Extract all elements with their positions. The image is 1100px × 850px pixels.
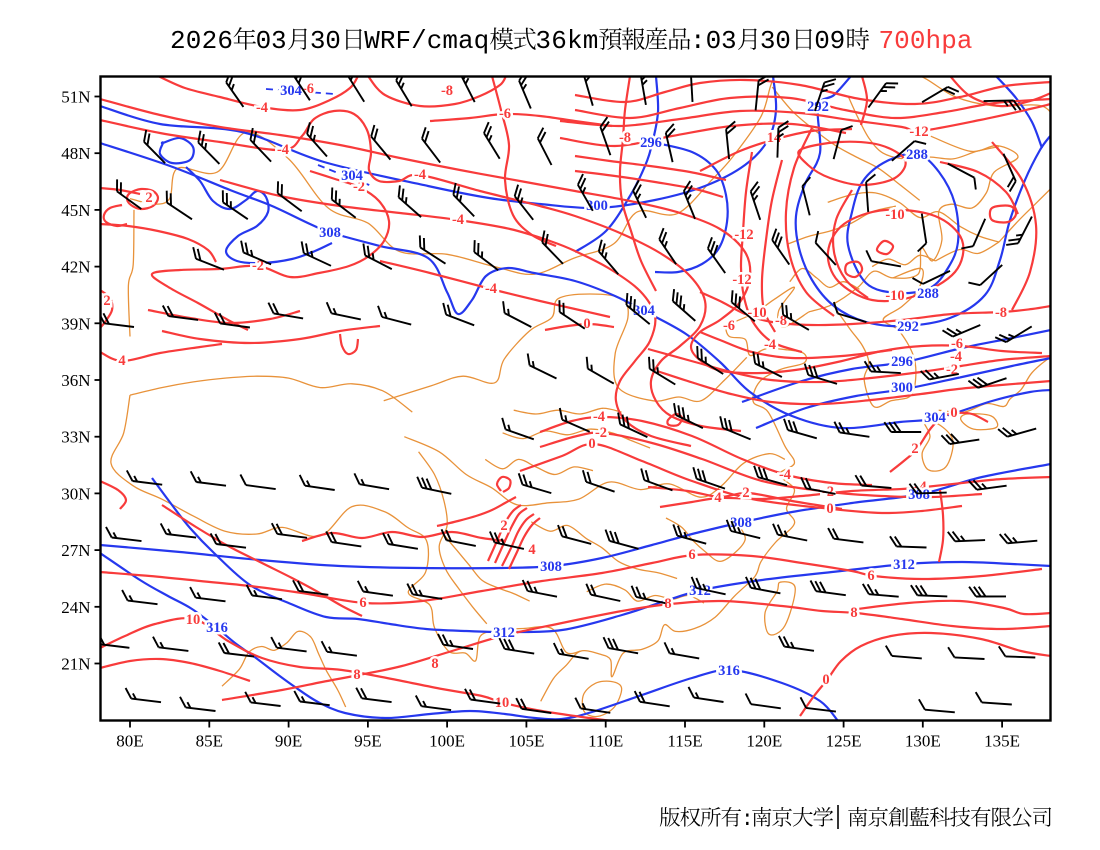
svg-text:316: 316 <box>206 620 228 636</box>
svg-text:36N: 36N <box>61 371 90 390</box>
svg-text:51N: 51N <box>61 88 90 107</box>
svg-text:2026: 2026 <box>170 26 233 56</box>
svg-text:288: 288 <box>917 286 939 302</box>
svg-text:288: 288 <box>906 147 928 163</box>
svg-text:-10: -10 <box>885 288 904 304</box>
svg-text:33N: 33N <box>61 428 90 447</box>
svg-text:-6: -6 <box>499 106 511 122</box>
svg-text:42N: 42N <box>61 258 90 277</box>
svg-text:304: 304 <box>341 168 363 184</box>
svg-text:130E: 130E <box>905 732 941 751</box>
svg-text:-4: -4 <box>414 167 426 183</box>
svg-text:0: 0 <box>950 405 957 421</box>
svg-text:30N: 30N <box>61 484 90 503</box>
svg-text:-8: -8 <box>619 130 631 146</box>
svg-text:120E: 120E <box>746 732 782 751</box>
svg-text:-4: -4 <box>779 467 791 483</box>
svg-text:24N: 24N <box>61 598 90 617</box>
svg-text:-8: -8 <box>995 305 1007 321</box>
svg-text:0: 0 <box>822 672 829 688</box>
svg-text:115E: 115E <box>667 732 702 751</box>
svg-text:4: 4 <box>118 353 125 369</box>
svg-text:304: 304 <box>633 303 655 319</box>
svg-text:8: 8 <box>664 596 671 612</box>
svg-text:-4: -4 <box>764 337 776 353</box>
svg-text:-4: -4 <box>277 142 289 158</box>
svg-text:8: 8 <box>431 656 438 672</box>
svg-text:90E: 90E <box>275 732 302 751</box>
svg-text:2: 2 <box>145 190 152 206</box>
svg-text:WRF/cmaq: WRF/cmaq <box>364 26 489 56</box>
svg-text:10: 10 <box>186 612 201 628</box>
svg-text:-2: -2 <box>353 179 365 195</box>
svg-text:125E: 125E <box>826 732 862 751</box>
svg-text:2: 2 <box>911 441 918 457</box>
svg-text:6: 6 <box>359 595 366 611</box>
svg-text:2: 2 <box>742 485 749 501</box>
svg-text:-4: -4 <box>485 281 497 297</box>
svg-text:316: 316 <box>718 663 740 679</box>
svg-text:105E: 105E <box>508 732 544 751</box>
svg-text:-4: -4 <box>256 100 268 116</box>
svg-text:-2: -2 <box>595 425 607 441</box>
svg-text:85E: 85E <box>196 732 223 751</box>
svg-text:0: 0 <box>583 316 590 332</box>
svg-text:-10: -10 <box>885 207 904 223</box>
svg-text:700hpa: 700hpa <box>879 26 973 56</box>
svg-text:-6: -6 <box>302 81 314 97</box>
svg-text:03: 03 <box>256 26 287 56</box>
svg-text:308: 308 <box>908 487 930 503</box>
svg-text:10: 10 <box>495 695 510 711</box>
svg-text:8: 8 <box>353 667 360 683</box>
svg-text::: : <box>690 26 706 56</box>
svg-text:6: 6 <box>688 547 695 563</box>
svg-text:39N: 39N <box>61 314 90 333</box>
svg-text:0: 0 <box>826 501 833 517</box>
svg-text:21N: 21N <box>61 655 90 674</box>
svg-text:30: 30 <box>310 26 341 56</box>
svg-text:48N: 48N <box>61 144 90 163</box>
svg-text:-12: -12 <box>732 272 751 288</box>
svg-text:296: 296 <box>640 135 662 151</box>
svg-text:-6: -6 <box>951 336 963 352</box>
svg-text:-4: -4 <box>452 212 464 228</box>
svg-text:312: 312 <box>493 625 515 641</box>
svg-text:2: 2 <box>500 518 507 534</box>
svg-text::: : <box>741 809 754 832</box>
svg-text:308: 308 <box>319 225 341 241</box>
svg-text:2: 2 <box>103 293 110 309</box>
svg-text:292: 292 <box>897 319 919 335</box>
svg-text:95E: 95E <box>354 732 381 751</box>
svg-text:80E: 80E <box>116 732 143 751</box>
svg-text:-6: -6 <box>723 318 735 334</box>
svg-text:03: 03 <box>706 26 737 56</box>
svg-text:312: 312 <box>893 557 915 573</box>
svg-text:0: 0 <box>588 436 595 452</box>
svg-text:110E: 110E <box>588 732 623 751</box>
svg-text:100E: 100E <box>429 732 465 751</box>
svg-text:6: 6 <box>867 568 874 584</box>
svg-text:36km: 36km <box>535 26 598 56</box>
svg-text:8: 8 <box>850 605 857 621</box>
svg-text:300: 300 <box>891 380 913 396</box>
svg-text:27N: 27N <box>61 541 90 560</box>
svg-text:45N: 45N <box>61 201 90 220</box>
svg-text:312: 312 <box>689 583 711 599</box>
svg-text:135E: 135E <box>984 732 1020 751</box>
svg-text:308: 308 <box>540 559 562 575</box>
svg-text:-4: -4 <box>950 349 962 365</box>
svg-text:296: 296 <box>891 354 913 370</box>
svg-text:304: 304 <box>924 410 946 426</box>
svg-text:4: 4 <box>714 490 721 506</box>
svg-text:292: 292 <box>807 99 829 115</box>
svg-text:-12: -12 <box>734 227 753 243</box>
svg-text:09: 09 <box>814 26 845 56</box>
svg-text:-12: -12 <box>909 124 928 140</box>
svg-text:-4: -4 <box>593 409 605 425</box>
svg-text:4: 4 <box>528 542 535 558</box>
svg-text:-8: -8 <box>441 83 453 99</box>
svg-text:304: 304 <box>280 83 302 99</box>
svg-text:30: 30 <box>760 26 791 56</box>
